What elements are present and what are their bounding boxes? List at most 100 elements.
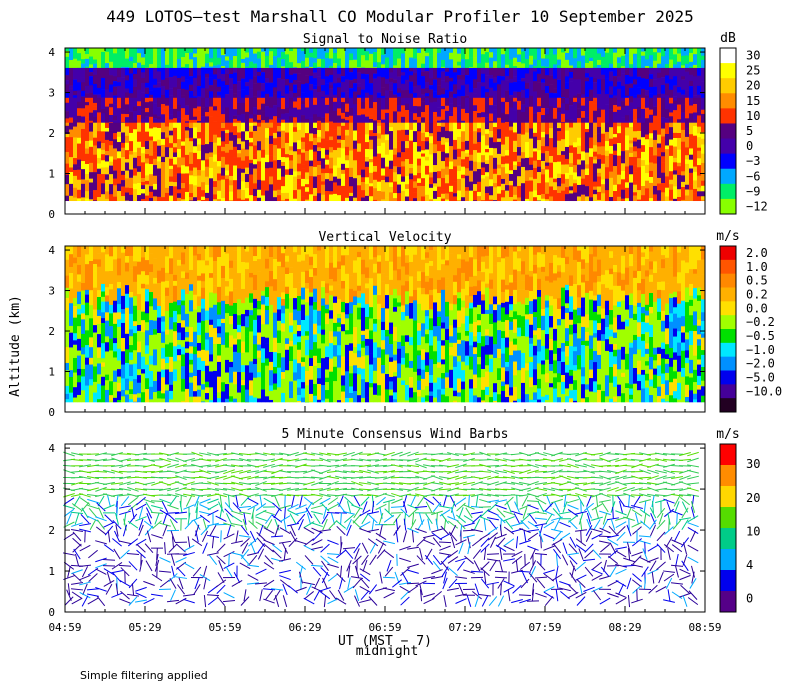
vv-cell [69, 254, 74, 268]
vv-cell [109, 326, 114, 339]
vv-cell [65, 297, 70, 303]
snr-cell [561, 161, 566, 165]
vv-cell [161, 260, 166, 269]
snr-cell [261, 168, 266, 181]
snr-cell [645, 180, 650, 189]
vv-cell [257, 319, 262, 333]
vv-cell [85, 302, 90, 316]
snr-cell [241, 83, 246, 90]
snr-cell [361, 160, 366, 170]
snr-cell [505, 197, 510, 202]
snr-cell [449, 169, 454, 176]
snr-cell [77, 48, 82, 54]
snr-cell [505, 102, 510, 106]
snr-cell [137, 78, 142, 91]
snr-cell [129, 103, 134, 112]
snr-cell [77, 115, 82, 123]
snr-cell [329, 74, 334, 83]
snr-cell [493, 183, 498, 188]
vv-cell [333, 356, 338, 362]
snr-cell [509, 130, 514, 139]
snr-cell [145, 52, 150, 60]
vv-cell [185, 331, 190, 338]
snr-cell [73, 108, 78, 120]
snr-cell [93, 178, 98, 191]
vv-cell [245, 327, 250, 337]
vv-cell [297, 324, 302, 332]
snr-cell [429, 143, 434, 155]
vv-cell [273, 373, 278, 384]
snr-cell [517, 141, 522, 148]
vv-cell [285, 274, 290, 288]
vv-cell [161, 393, 166, 399]
snr-cell [513, 48, 518, 59]
snr-cell [509, 165, 514, 171]
vv-cell [217, 314, 222, 320]
snr-cell [89, 182, 94, 192]
snr-cell [429, 172, 434, 178]
snr-cell [81, 48, 86, 60]
snr-cell [105, 89, 110, 99]
snr-cell [313, 122, 318, 129]
vv-cell [201, 260, 206, 274]
vv-cell [329, 271, 334, 280]
snr-cell [217, 67, 222, 80]
vv-cell [105, 246, 110, 255]
vv-cell [345, 255, 350, 266]
snr-cell [489, 131, 494, 138]
snr-cell [545, 134, 550, 147]
snr-cell [209, 134, 214, 143]
snr-cell [317, 48, 322, 60]
snr-cell [325, 76, 330, 84]
snr-cell [597, 142, 602, 147]
snr-cell [185, 166, 190, 174]
vv-cell [121, 283, 126, 297]
snr-cell [221, 190, 226, 199]
snr-cell [593, 159, 598, 164]
snr-cell [621, 179, 626, 191]
snr-cell [289, 155, 294, 161]
snr-cell [613, 177, 618, 186]
snr-cell [441, 66, 446, 69]
vv-cell [141, 246, 146, 258]
snr-cell [461, 108, 466, 122]
vv-cell [309, 393, 314, 402]
snr-cell [417, 151, 422, 159]
snr-cell [529, 72, 534, 83]
snr-cell [321, 194, 326, 202]
snr-cell [125, 192, 130, 201]
snr-cell [657, 156, 662, 169]
snr-cell [89, 131, 94, 141]
snr-cell [673, 54, 678, 65]
vv-cell [149, 344, 154, 356]
snr-cell [673, 198, 678, 202]
snr-cell [317, 86, 322, 93]
snr-cell [373, 94, 378, 99]
snr-cell [133, 189, 138, 200]
vv-cell [129, 255, 134, 269]
snr-cell [565, 158, 570, 165]
snr-cell [429, 48, 434, 56]
snr-cell [433, 171, 438, 184]
snr-cell [489, 78, 494, 84]
snr-cell [249, 93, 254, 99]
snr-cell [105, 139, 110, 152]
snr-cell [541, 131, 546, 138]
snr-cell [125, 92, 130, 99]
snr-cell [229, 132, 234, 142]
snr-cell [245, 156, 250, 168]
snr-cell [629, 182, 634, 190]
snr-cell [429, 102, 434, 114]
snr-cell [541, 193, 546, 200]
snr-cell [573, 179, 578, 184]
snr-cell [281, 199, 286, 202]
snr-cell [457, 171, 462, 180]
snr-cell [217, 78, 222, 88]
snr-cell [541, 168, 546, 175]
snr-cell [573, 120, 578, 123]
snr-cell [201, 116, 206, 123]
vv-cell [265, 343, 270, 359]
snr-cell [353, 122, 358, 131]
snr-cell [421, 48, 426, 53]
snr-cell [685, 147, 690, 156]
